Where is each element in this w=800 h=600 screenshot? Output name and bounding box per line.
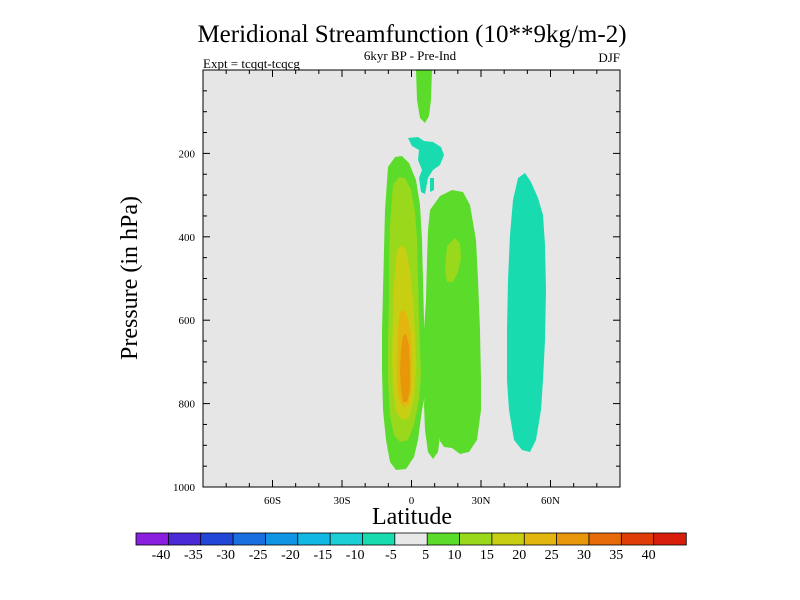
colorbar-swatch — [620, 532, 655, 546]
colorbar-label: 25 — [545, 548, 559, 563]
upper-equatorial-plume — [416, 70, 432, 123]
colorbar-label: 10 — [448, 548, 462, 563]
colorbar-label: 40 — [642, 548, 656, 563]
colorbar-swatch — [459, 532, 493, 546]
colorbar-label: -20 — [281, 548, 300, 563]
y-tick-label: 600 — [179, 315, 196, 327]
colorbar-label: -25 — [249, 548, 268, 563]
colorbar-swatch — [556, 532, 590, 546]
x-tick-label: 60S — [264, 495, 281, 507]
season-label: DJF — [598, 50, 620, 65]
y-tick-label: 200 — [179, 148, 196, 160]
colorbar-label: -5 — [385, 548, 397, 563]
colorbar-swatch — [426, 532, 461, 546]
colorbar-swatch — [265, 532, 299, 546]
midlatitude-negative-cell — [507, 173, 546, 452]
x-tick-label: 30N — [472, 495, 491, 507]
colorbar-swatch — [167, 532, 202, 546]
subtropical-positive-cell — [422, 190, 481, 459]
y-axis-title: Pressure (in hPa) — [117, 196, 143, 360]
colorbar-swatch — [297, 532, 331, 546]
colorbar-label: -10 — [346, 548, 365, 563]
colorbar: -40 -35 -30 -25 -20 -15 -10 -5 5 10 15 20 25 30 35 40 — [135, 532, 687, 563]
y-tick-label: 1000 — [173, 482, 196, 494]
experiment-label: Expt = tcqqt-tcqcg — [203, 56, 300, 71]
colorbar-swatch — [232, 532, 267, 546]
chart-title: Meridional Streamfunction (10**9kg/m-2) — [197, 21, 626, 48]
colorbar-swatch — [653, 532, 687, 546]
colorbar-label: -40 — [152, 548, 171, 563]
colorbar-swatch — [523, 532, 558, 546]
colorbar-label: 35 — [609, 548, 623, 563]
colorbar-swatch — [135, 532, 170, 546]
colorbar-label: 15 — [480, 548, 494, 563]
x-tick-label: 0 — [409, 495, 415, 507]
y-tick-label: 400 — [179, 232, 196, 244]
colorbar-swatch — [362, 532, 396, 546]
colorbar-label: 5 — [422, 548, 429, 563]
x-axis: 60S 30S 0 30N 60N — [225, 70, 598, 507]
y-axis: 200 400 600 800 1000 — [173, 69, 620, 494]
colorbar-label: 30 — [577, 548, 591, 563]
colorbar-swatch — [200, 532, 234, 546]
colorbar-label: -15 — [313, 548, 332, 563]
colorbar-label: -35 — [184, 548, 203, 563]
colorbar-swatch — [491, 532, 525, 546]
colorbar-label: 20 — [512, 548, 526, 563]
colorbar-label: -30 — [216, 548, 235, 563]
x-tick-label: 30S — [333, 495, 350, 507]
contour-regions — [382, 70, 546, 470]
y-tick-label: 800 — [179, 399, 196, 411]
colorbar-swatch — [588, 532, 622, 546]
x-axis-title: Latitude — [372, 504, 452, 530]
upper-negative-patch — [408, 137, 444, 194]
colorbar-swatch — [329, 532, 364, 546]
chart-subtitle: 6kyr BP - Pre-Ind — [364, 48, 457, 63]
x-tick-label: 60N — [541, 495, 560, 507]
colorbar-swatch — [394, 532, 428, 546]
tropical-positive-cell — [382, 156, 428, 470]
